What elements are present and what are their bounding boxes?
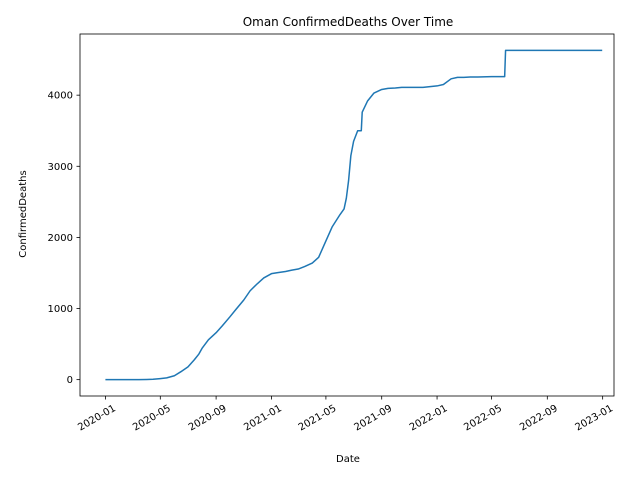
y-tick-label: 4000	[48, 91, 73, 102]
series-line-0	[105, 49, 603, 381]
y-tick-label: 1000	[48, 304, 73, 315]
y-tick-label: 2000	[48, 233, 73, 244]
y-tick-label: 0	[67, 375, 73, 386]
x-axis-label: Date	[336, 454, 360, 465]
chart-title: Oman ConfirmedDeaths Over Time	[243, 15, 454, 29]
y-axis-label: ConfirmedDeaths	[18, 170, 29, 257]
axes-frame	[79, 33, 615, 397]
y-tick-label: 3000	[48, 162, 73, 173]
